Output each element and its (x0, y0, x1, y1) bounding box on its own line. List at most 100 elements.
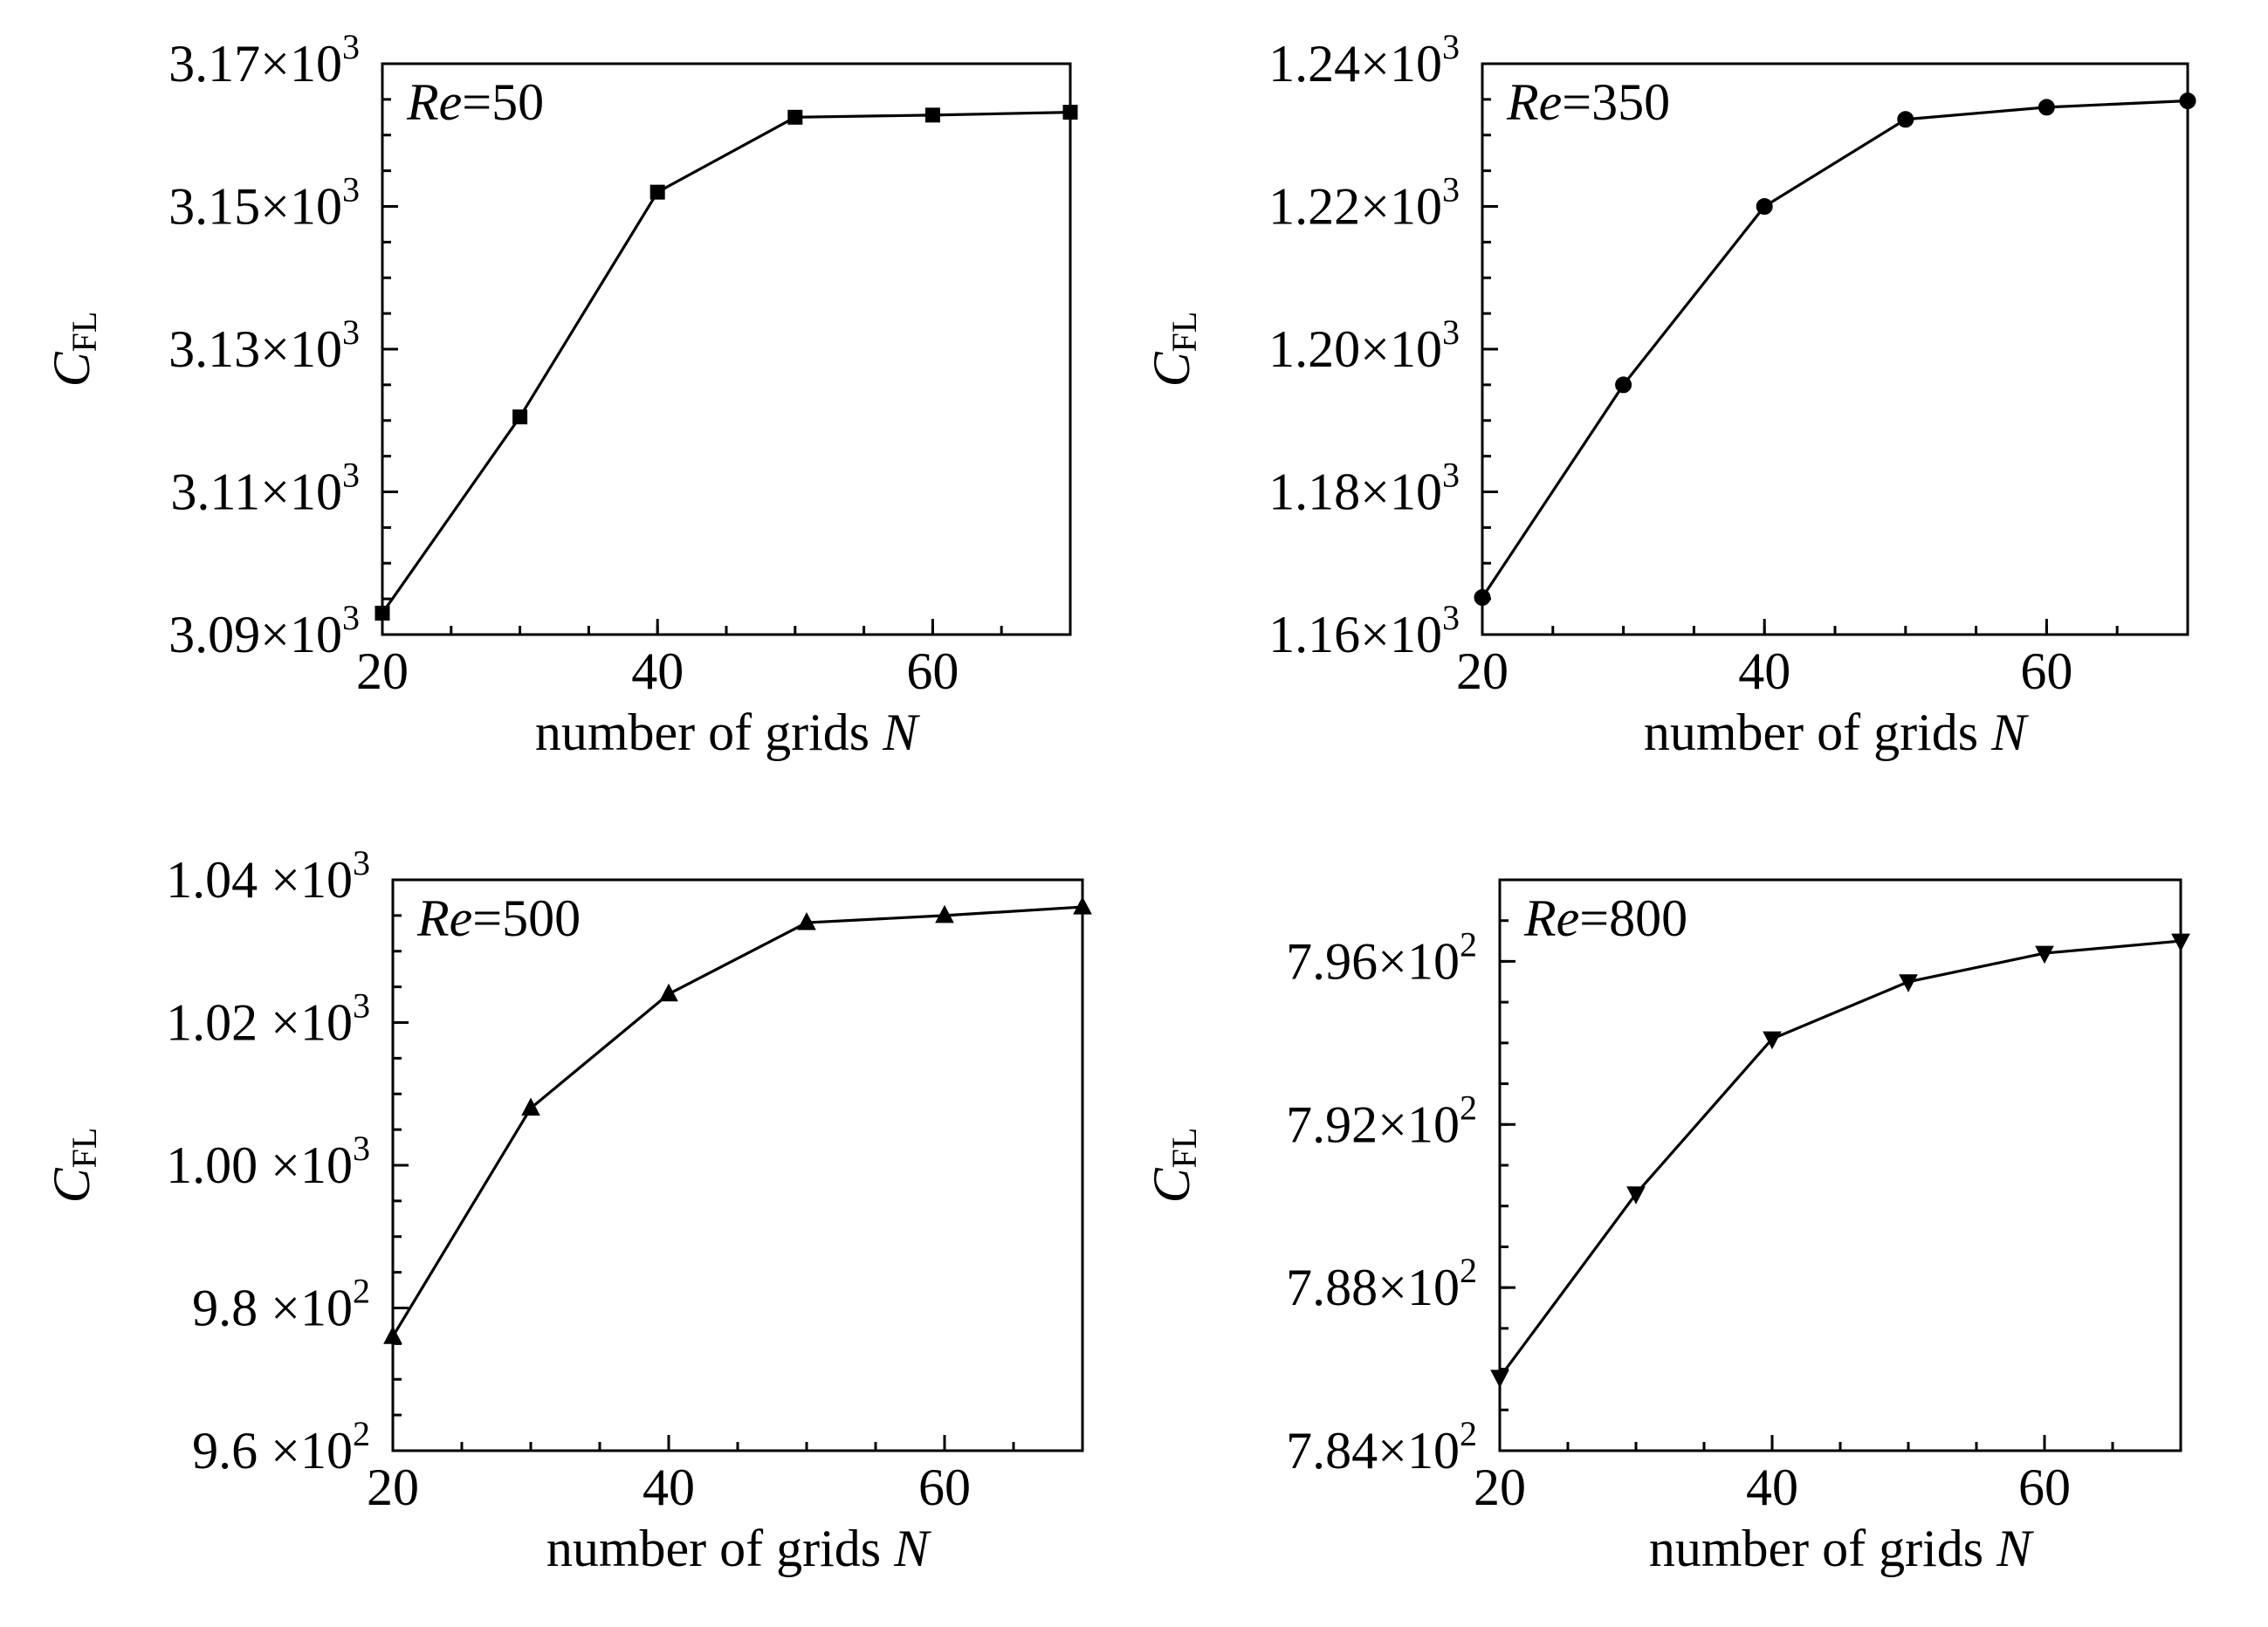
x-axis-title: number of grids N (546, 1520, 931, 1577)
y-axis-title-symbol: C (43, 1167, 100, 1203)
annotation-symbol: Re (406, 73, 462, 131)
y-tick-times: ×10 (1378, 932, 1460, 990)
y-tick-exponent: 3 (1442, 598, 1460, 637)
reynolds-annotation: Re=500 (416, 889, 581, 947)
y-axis-title-subscript: FL (65, 312, 104, 353)
data-point-triangle-down (2035, 945, 2054, 965)
data-point-triangle (935, 904, 954, 923)
data-point-triangle-down (1763, 1031, 1782, 1050)
y-tick-label: 1.04 ×103 (166, 843, 370, 909)
data-point-triangle-down (1899, 974, 1918, 992)
y-tick-exponent: 3 (342, 27, 360, 66)
y-tick-times: ×10 (1378, 1259, 1460, 1316)
y-axis-title: CFL (43, 312, 104, 388)
y-tick-times: ×10 (258, 994, 353, 1052)
x-tick-label: 20 (1456, 642, 1509, 700)
y-tick-mantissa: 9.8 (192, 1280, 258, 1337)
x-axis-title-text: number of grids (535, 704, 883, 761)
x-axis-title-text: number of grids (1644, 704, 1991, 761)
x-axis-title: number of grids N (1649, 1520, 2034, 1577)
series-line (1481, 99, 2189, 599)
y-tick-exponent: 3 (1442, 312, 1460, 352)
y-tick-exponent: 3 (342, 598, 360, 637)
x-tick-label: 40 (631, 642, 684, 700)
data-point-triangle-down (1490, 1370, 1509, 1388)
series-line (1498, 939, 2182, 1378)
y-tick-exponent: 3 (342, 170, 360, 209)
x-tick-label: 60 (918, 1459, 971, 1516)
y-tick-times: ×10 (1378, 1422, 1460, 1479)
y-tick-mantissa: 1.16 (1268, 606, 1360, 663)
y-tick-label: 9.6 ×102 (192, 1414, 370, 1479)
y-tick-times: ×10 (260, 606, 342, 663)
y-tick-mantissa: 9.6 (192, 1422, 258, 1479)
data-point-square (787, 109, 803, 125)
y-tick-exponent: 3 (342, 312, 360, 352)
y-tick-mantissa: 3.15 (168, 178, 260, 236)
data-point-triangle (521, 1097, 540, 1116)
y-tick-label: 1.00 ×103 (166, 1129, 370, 1194)
x-axis-title-text: number of grids (1649, 1520, 1997, 1577)
y-tick-exponent: 3 (1442, 27, 1460, 66)
y-tick-times: ×10 (258, 851, 353, 909)
y-tick-times: ×10 (258, 1422, 353, 1479)
y-tick-exponent: 2 (353, 1272, 370, 1311)
data-point-triangle (659, 983, 678, 1002)
annotation-symbol: Re (1523, 889, 1579, 947)
y-tick-mantissa: 3.11 (170, 463, 260, 521)
y-tick-exponent: 3 (342, 456, 360, 495)
y-tick-mantissa: 3.17 (168, 35, 260, 93)
y-axis-title: CFL (1143, 1128, 1204, 1204)
data-point-triangle (383, 1326, 402, 1344)
y-tick-label: 3.13×103 (168, 312, 360, 378)
y-axis-title-subscript: FL (1165, 1128, 1204, 1169)
y-tick-mantissa: 3.09 (168, 606, 260, 663)
x-tick-label: 60 (906, 642, 959, 700)
y-axis-title-subscript: FL (1165, 312, 1204, 353)
y-tick-exponent: 2 (1460, 1088, 1477, 1127)
y-tick-mantissa: 7.96 (1286, 932, 1378, 990)
y-tick-mantissa: 1.18 (1268, 463, 1360, 521)
y-tick-label: 3.15×103 (168, 170, 360, 236)
y-tick-mantissa: 1.00 (166, 1136, 258, 1194)
y-tick-label: 9.8 ×102 (192, 1272, 370, 1337)
x-tick-label: 20 (356, 642, 409, 700)
y-axis-title-symbol: C (1143, 351, 1200, 387)
x-axis-title-text: number of grids (546, 1520, 894, 1577)
y-tick-exponent: 3 (353, 1129, 370, 1168)
y-tick-label: 1.20×103 (1268, 312, 1460, 378)
x-axis-title: number of grids N (1644, 704, 2029, 761)
chart-panel-1: 3.09×1033.11×1033.13×1033.15×1033.17×103… (43, 27, 1078, 761)
x-axis-title-symbol: N (893, 1520, 931, 1577)
y-tick-mantissa: 1.02 (166, 994, 258, 1052)
y-tick-times: ×10 (258, 1280, 353, 1337)
annotation-value: =500 (472, 889, 581, 947)
y-tick-times: ×10 (260, 35, 342, 93)
y-tick-mantissa: 1.24 (1268, 35, 1360, 93)
y-tick-label: 7.84×102 (1286, 1414, 1477, 1479)
y-tick-label: 3.17×103 (168, 27, 360, 93)
y-tick-times: ×10 (1360, 606, 1442, 663)
data-point-circle (1756, 198, 1773, 215)
data-point-circle (2179, 93, 2196, 110)
y-tick-label: 1.22×103 (1268, 170, 1460, 236)
y-tick-label: 3.09×103 (168, 598, 360, 663)
plot-frame (381, 62, 1072, 636)
x-tick-label: 20 (1474, 1459, 1526, 1516)
data-point-triangle-down (1626, 1186, 1646, 1205)
y-tick-times: ×10 (1360, 35, 1442, 93)
y-tick-exponent: 2 (353, 1414, 370, 1453)
y-tick-label: 1.18×103 (1268, 456, 1460, 521)
x-tick-label: 40 (1738, 642, 1790, 700)
y-tick-mantissa: 1.22 (1268, 178, 1360, 236)
y-tick-mantissa: 7.84 (1286, 1422, 1378, 1479)
reynolds-annotation: Re=50 (406, 73, 544, 131)
y-tick-exponent: 2 (1460, 924, 1477, 964)
data-point-circle (2038, 99, 2055, 116)
y-tick-times: ×10 (260, 178, 342, 236)
y-tick-exponent: 3 (1442, 456, 1460, 495)
y-tick-exponent: 2 (1460, 1251, 1477, 1290)
data-point-square (1062, 105, 1078, 120)
